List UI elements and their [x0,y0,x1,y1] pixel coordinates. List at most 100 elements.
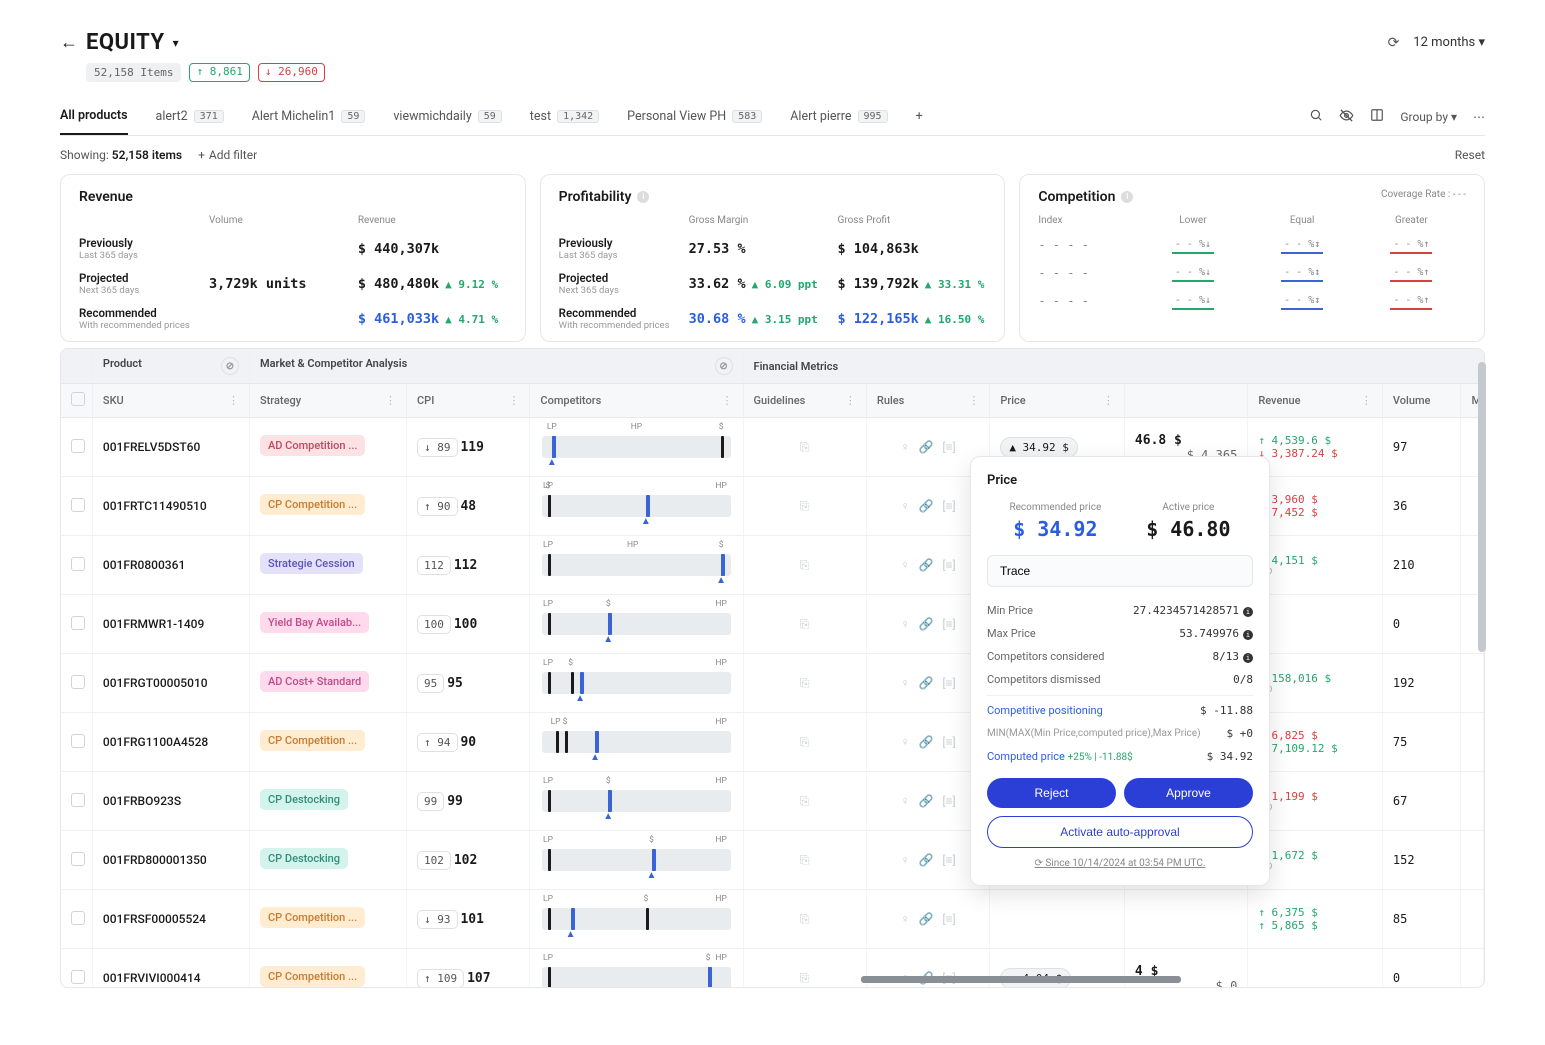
competitor-slider[interactable]: LP HP $ ▲ [542,731,730,753]
reset-button[interactable]: Reset [1455,148,1485,162]
table-row[interactable]: 001FRTC11490510 CP Competition ... ↑ 90 … [61,477,1484,536]
row-checkbox[interactable] [71,439,85,453]
strategy-pill[interactable]: Strategie Cession [260,553,363,574]
table-row[interactable]: 001FRBO923S CP Destocking 99 99 LP HP $ … [61,772,1484,831]
strategy-pill[interactable]: CP Competition ... [260,966,365,987]
column-menu-icon[interactable]: ⋮ [845,394,856,407]
strategy-pill[interactable]: AD Cost+ Standard [260,671,369,692]
back-arrow-icon[interactable]: ← [60,32,78,53]
group-by-select[interactable]: Group by ▾ [1400,110,1457,124]
competitor-slider[interactable]: LP HP $ ▲ [542,436,730,458]
table-row[interactable]: 001FRMWR1-1409 Yield Bay Availab... 100 … [61,595,1484,654]
competitor-slider[interactable]: LP HP $ ▲ [542,672,730,694]
add-filter-button[interactable]: + Add filter [198,148,257,162]
info-icon[interactable]: i [1243,607,1253,617]
more-icon[interactable]: ⋯ [1473,110,1485,124]
period-select[interactable]: 12 months ▾ [1413,35,1485,50]
layout-icon[interactable] [1370,108,1384,125]
column-menu-icon[interactable]: ⋮ [722,394,733,407]
add-tab-button[interactable]: + [916,99,923,134]
table-row[interactable]: 001FRGT00005010 AD Cost+ Standard 95 95 … [61,654,1484,713]
guidelines-cell[interactable]: ⎘ [743,595,866,654]
tab-alert-pierre[interactable]: Alert pierre995 [790,99,887,134]
guidelines-cell[interactable]: ⎘ [743,831,866,890]
strategy-pill[interactable]: Yield Bay Availab... [260,612,369,633]
row-checkbox[interactable] [71,498,85,512]
refresh-icon[interactable]: ⟳ [1388,35,1400,51]
table-row[interactable]: 001FRVIVI000414 CP Competition ... ↑ 109… [61,949,1484,989]
col-revenue[interactable]: Revenue⋮ [1248,384,1383,418]
hide-column-icon[interactable]: ⊘ [221,357,239,375]
info-icon[interactable]: i [1243,653,1253,663]
column-menu-icon[interactable]: ⋮ [968,394,979,407]
col-checkbox[interactable] [61,384,92,418]
competitor-slider[interactable]: LP HP $ ▲ [542,495,730,517]
horizontal-scrollbar[interactable] [861,976,1181,983]
table-row[interactable]: 001FRELV5DST60 AD Competition ... ↓ 89 1… [61,418,1484,477]
col-strategy[interactable]: Strategy⋮ [249,384,406,418]
strategy-pill[interactable]: CP Competition ... [260,907,365,928]
table-row[interactable]: 001FRSF00005524 CP Competition ... ↓ 93 … [61,890,1484,949]
competitor-slider[interactable]: LP HP $ ▲ [542,554,730,576]
row-checkbox[interactable] [71,793,85,807]
visibility-off-icon[interactable] [1339,108,1354,126]
col-sku[interactable]: SKU⋮ [92,384,249,418]
trace-button[interactable]: Trace [987,555,1253,587]
info-icon[interactable]: i [637,191,649,203]
strategy-pill[interactable]: CP Destocking [260,789,348,810]
col-competitors[interactable]: Competitors⋮ [530,384,743,418]
guidelines-cell[interactable]: ⎘ [743,418,866,477]
checkbox-all[interactable] [71,392,85,406]
guidelines-cell[interactable]: ⎘ [743,772,866,831]
row-checkbox[interactable] [71,557,85,571]
guidelines-cell[interactable]: ⎘ [743,949,866,989]
strategy-pill[interactable]: AD Competition ... [260,435,366,456]
col-cpi[interactable]: CPI⋮ [407,384,530,418]
rules-cell[interactable]: ♀ 🔗 [≡] [866,890,989,949]
tab-personal-view-ph[interactable]: Personal View PH583 [627,99,762,134]
column-menu-icon[interactable]: ⋮ [228,394,239,407]
reject-button[interactable]: Reject [987,778,1116,808]
hide-column-icon[interactable]: ⊘ [715,357,733,375]
title-chevron-icon[interactable]: ▾ [173,36,179,50]
tab-viewmichdaily[interactable]: viewmichdaily59 [393,99,501,134]
guidelines-cell[interactable]: ⎘ [743,713,866,772]
guidelines-cell[interactable]: ⎘ [743,654,866,713]
row-checkbox[interactable] [71,852,85,866]
search-icon[interactable] [1309,108,1323,125]
auto-approval-button[interactable]: Activate auto-approval [987,816,1253,848]
competitor-slider[interactable]: LP HP $ ▲ [542,613,730,635]
row-checkbox[interactable] [71,675,85,689]
competitor-slider[interactable]: LP HP $ ▲ [542,849,730,871]
row-checkbox[interactable] [71,734,85,748]
tab-test[interactable]: test1,342 [530,99,599,134]
scrollbar-thumb[interactable] [1478,362,1486,652]
col-rules[interactable]: Rules⋮ [866,384,989,418]
competitor-slider[interactable]: LP HP $ ▲ [542,790,730,812]
col-price[interactable]: Price⋮ [990,384,1125,418]
row-checkbox[interactable] [71,970,85,984]
info-icon[interactable]: i [1121,191,1133,203]
tab-alert2[interactable]: alert2371 [156,99,224,134]
row-checkbox[interactable] [71,911,85,925]
strategy-pill[interactable]: CP Destocking [260,848,348,869]
column-menu-icon[interactable]: ⋮ [1103,394,1114,407]
price-pill[interactable]: ▲ 34.92 $ [1000,437,1078,458]
row-checkbox[interactable] [71,616,85,630]
guidelines-cell[interactable]: ⎘ [743,890,866,949]
vertical-scrollbar[interactable] [1478,362,1486,672]
info-icon[interactable]: i [1243,630,1253,640]
strategy-pill[interactable]: CP Competition ... [260,730,365,751]
guidelines-cell[interactable]: ⎘ [743,536,866,595]
column-menu-icon[interactable]: ⋮ [1361,394,1372,407]
guidelines-cell[interactable]: ⎘ [743,477,866,536]
strategy-pill[interactable]: CP Competition ... [260,494,365,515]
approve-button[interactable]: Approve [1124,778,1253,808]
competitor-slider[interactable]: LP HP $ ▲ [542,967,730,988]
table-row[interactable]: 001FR0800361 Strategie Cession 112 112 L… [61,536,1484,595]
column-menu-icon[interactable]: ⋮ [508,394,519,407]
col-guidelines[interactable]: Guidelines⋮ [743,384,866,418]
table-row[interactable]: 001FRD800001350 CP Destocking 102 102 LP… [61,831,1484,890]
column-menu-icon[interactable]: ⋮ [385,394,396,407]
tab-all-products[interactable]: All products [60,98,128,135]
